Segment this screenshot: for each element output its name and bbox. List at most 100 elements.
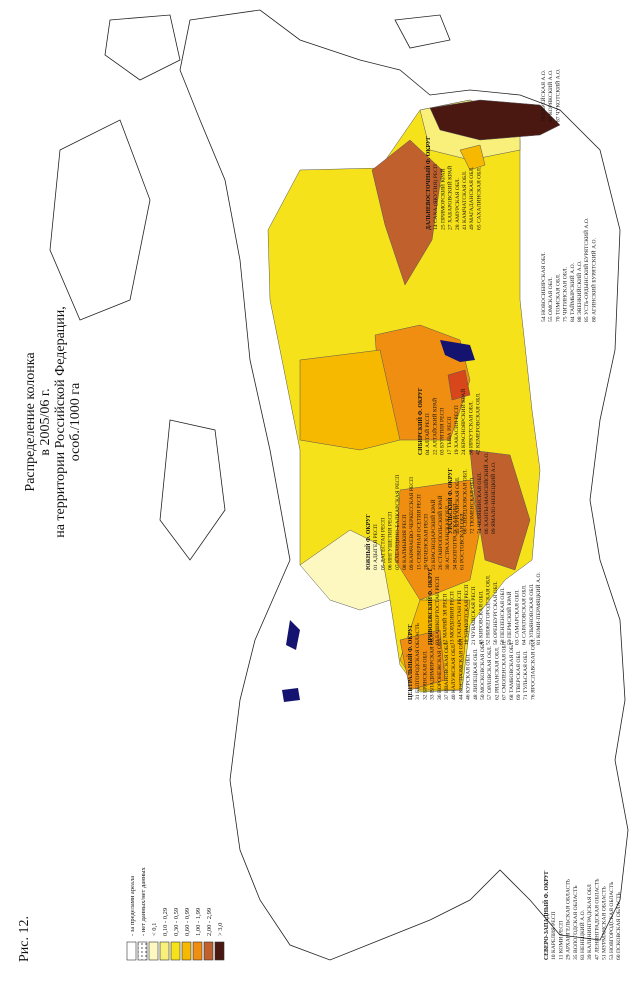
region-name: 05 ДАГЕСТАН РЕСП — [380, 518, 386, 570]
legend-swatch — [148, 941, 159, 961]
region-name: 48 ЛИПЕЦКАЯ ОБЛ. — [473, 648, 479, 700]
region-name: 62 РЯЗАНСКАЯ ОБЛ. — [494, 646, 500, 700]
region-name: 71 ТУЛЬСКАЯ ОБЛ. — [523, 650, 529, 700]
legend-label: 0,60 - 0,99 — [184, 908, 191, 936]
legend-label: > 3,0 — [217, 923, 224, 936]
region-name: 06 ИНГУШЕТИЯ РЕСП — [388, 512, 394, 570]
figure-title: Распределение колонка — [23, 352, 38, 492]
region-name: 21 ЧУВАШСКАЯ РЕСП — [471, 586, 477, 645]
region-name: 45 КУРГАНСКАЯ ОБЛ. — [455, 476, 461, 534]
district-name: ДАЛЬНЕВОСТОЧНЫЙ Ф. ОКРУГ — [424, 136, 432, 230]
region-name: 24 КРАСНОЯРСКИЙ КРАЙ — [459, 389, 467, 455]
region-name: 74 ЧЕЛЯБИНСКАЯ ОБЛ. — [477, 472, 483, 534]
district-name: ЮЖНЫЙ Ф. ОКРУГ — [364, 514, 372, 570]
region-name: 42 КЕМЕРОВСКАЯ ОБЛ. — [476, 392, 482, 455]
region-name: 66 СВЕРДЛОВСКАЯ ОБЛ. — [462, 469, 468, 534]
region-name: 64 САРАТОВСКАЯ ОБЛ. — [522, 584, 528, 645]
region-name: 32 БРЯНСКАЯ ОБЛ. — [422, 650, 428, 700]
legend-swatch — [203, 941, 214, 961]
region-name: 61 РОСТОВСКАЯ ОБЛ. — [460, 511, 466, 570]
region-name: 55 ОМСКАЯ ОБЛ. — [548, 276, 554, 322]
region-name: 19 ХАКАСИЯ РЕСП — [454, 405, 460, 455]
region-name: 63 САМАРСКАЯ ОБЛ. — [514, 589, 520, 645]
region-name: 79 ЕВРЕЙСКАЯ А.О. — [539, 69, 547, 122]
region — [447, 369, 471, 401]
lake — [286, 620, 300, 650]
region-name: 16 ТАТАРСТАН РЕСП — [457, 590, 463, 645]
russia-map — [49, 9, 629, 961]
region-name: 13 МОРДОВИЯ РЕСП — [450, 591, 456, 645]
legend-label: 2,00 - 2,99 — [206, 908, 213, 936]
figure-title: особ./1000 га — [68, 382, 83, 461]
region-name: 28 АМУРСКАЯ ОБЛ. — [455, 177, 461, 230]
island — [394, 14, 451, 49]
region-name: 33 ВЛАДИМИРСКАЯ ОБЛ. — [430, 632, 436, 700]
region-name: 38 ИРКУТСКАЯ ОБЛ. — [468, 400, 474, 455]
legend-swatch — [170, 941, 181, 961]
region-name: 89 ЯМАЛО-НЕНЕЦКИЙ А.О. — [489, 461, 497, 534]
region-name: 22 АЛТАЙСКИЙ КРАЙ — [430, 398, 438, 455]
region-name: 72 ТЮМЕНСКАЯ ОБЛ. — [470, 476, 476, 534]
region-name: 10 КАРЕЛИЯ РЕСП — [551, 912, 557, 960]
legend-swatch — [159, 941, 170, 961]
region — [469, 449, 531, 571]
region-name: 73 УЛЬЯНОВСКАЯ ОБЛ. — [529, 583, 535, 645]
region-name: 80 АГИНСКИЙ БУРЯТСКИЙ А.О. — [589, 237, 597, 322]
lake — [440, 340, 475, 362]
region-name: 27 ХАБАРОВСКИЙ КРАЙ — [446, 166, 454, 230]
region-name: 83 НЕНЕЦКИЙ А.О. — [578, 909, 586, 960]
region-name: 34 ВОЛГОГРАДСКАЯ ОБЛ. — [452, 502, 458, 570]
region-name: 50 МОСКОВСКАЯ ОБЛ. — [480, 639, 486, 700]
region-name: 01 АДЫГЕЯ РЕСП — [373, 524, 379, 570]
region-name: 60 ПСКОВСКАЯ ОБЛАСТЬ — [616, 891, 622, 960]
legend-swatch — [192, 941, 203, 961]
district-name: СИБИРСКИЙ Ф. ОКРУГ — [416, 387, 424, 455]
region-name: 30 АСТРАХАНСКАЯ ОБЛ. — [445, 504, 451, 570]
legend-label: < 0,1 — [151, 923, 158, 936]
region-name: 52 НИЖЕГОРОДСКАЯ ОБЛ. — [486, 574, 492, 645]
region-name: 25 ПРИМОРСКИЙ КРАЙ — [438, 168, 446, 230]
legend-swatch — [214, 941, 225, 961]
region-name: 26 СТАВРОПОЛЬСКИЙ КРАЙ — [436, 495, 444, 570]
district-name: ПРИВОЛЖСКИЙ Ф. ОКРУГ — [426, 567, 434, 645]
island — [159, 419, 226, 561]
region-name: 08 КАЛМЫКИЯ РЕСП — [402, 514, 408, 570]
region-name: 18 УДМУРТСКАЯ РЕСП — [464, 584, 470, 645]
region-name: 82 КОРЯКСКИЙ А.О. — [546, 69, 554, 122]
region-name: 11 КОМИ РЕСП — [558, 921, 564, 960]
region-name: 68 ТАМБОВСКАЯ ОБЛ. — [509, 640, 515, 700]
region-name: 70 ТОМСКАЯ ОБЛ. — [555, 273, 561, 322]
legend-label: - нет данных/нет данных — [140, 866, 147, 936]
region-name: 46 КУРСКАЯ ОБЛ. — [466, 653, 472, 700]
region — [371, 139, 443, 286]
region-name: 88 ЭВЕНКИЙСКИЙ А.О. — [575, 260, 583, 322]
region-name: 02 БАШКОРТОСТАН РЕСП — [435, 576, 441, 645]
region-name: 59 ПЕРМСКИЙ КРАЙ — [505, 591, 513, 645]
region-name: 51 МУРМАНСКАЯ ОБЛАСТЬ — [602, 885, 608, 960]
region-name: 49 МАГАДАНСКАЯ ОБЛ. — [469, 166, 475, 230]
region — [459, 144, 486, 171]
region-name: 65 САХАЛИНСКАЯ ОБЛ. — [476, 166, 482, 230]
region-name: 53 НОВГОРОДСКАЯ ОБЛАСТЬ — [609, 881, 615, 960]
region-name: 87 ЧУКОТСКИЙ А.О. — [553, 68, 561, 122]
figure-label: Рис. 12. — [17, 916, 32, 962]
region-name: 20 ЧЕЧЕНСКАЯ РЕСП — [424, 514, 430, 570]
region-name: 86 ХАНТЫ-МАНСИЙСКИЙ А.О. — [482, 451, 490, 534]
region-name: 84 ТАЙМЫРСКИЙ А.О. — [568, 262, 576, 322]
legend-swatch — [137, 941, 148, 961]
region-name: 57 ОРЛОВСКАЯ ОБЛ. — [487, 645, 493, 700]
region-name: 36 ВОРОНЕЖСКАЯ ОБЛ. — [437, 636, 443, 700]
region — [399, 629, 446, 691]
district-name: УРАЛЬСКИЙ Ф. ОКРУГ — [446, 468, 454, 534]
rotated-text: Рис. 12. Распределение колонка в 2005/06 г… — [17, 68, 622, 962]
region-name: 40 КАЛУЖСКАЯ ОБЛ. — [451, 643, 457, 700]
region — [394, 479, 481, 601]
legend-label: 0,10 - 0,29 — [162, 908, 169, 936]
region-name: 07 КАБАРДИНО-БАЛКАРСКАЯ РЕСП — [395, 475, 401, 570]
legend-label: 1,00 - 1,99 — [195, 908, 202, 936]
legend-label: 0,30 - 0,59 — [173, 908, 180, 936]
region-name: 12 МАРИЙ ЭЛ РЕСП — [440, 594, 448, 645]
region-name: 58 ПЕНЗЕНСКАЯ ОБЛ. — [500, 587, 506, 645]
legend-swatch — [126, 941, 137, 961]
